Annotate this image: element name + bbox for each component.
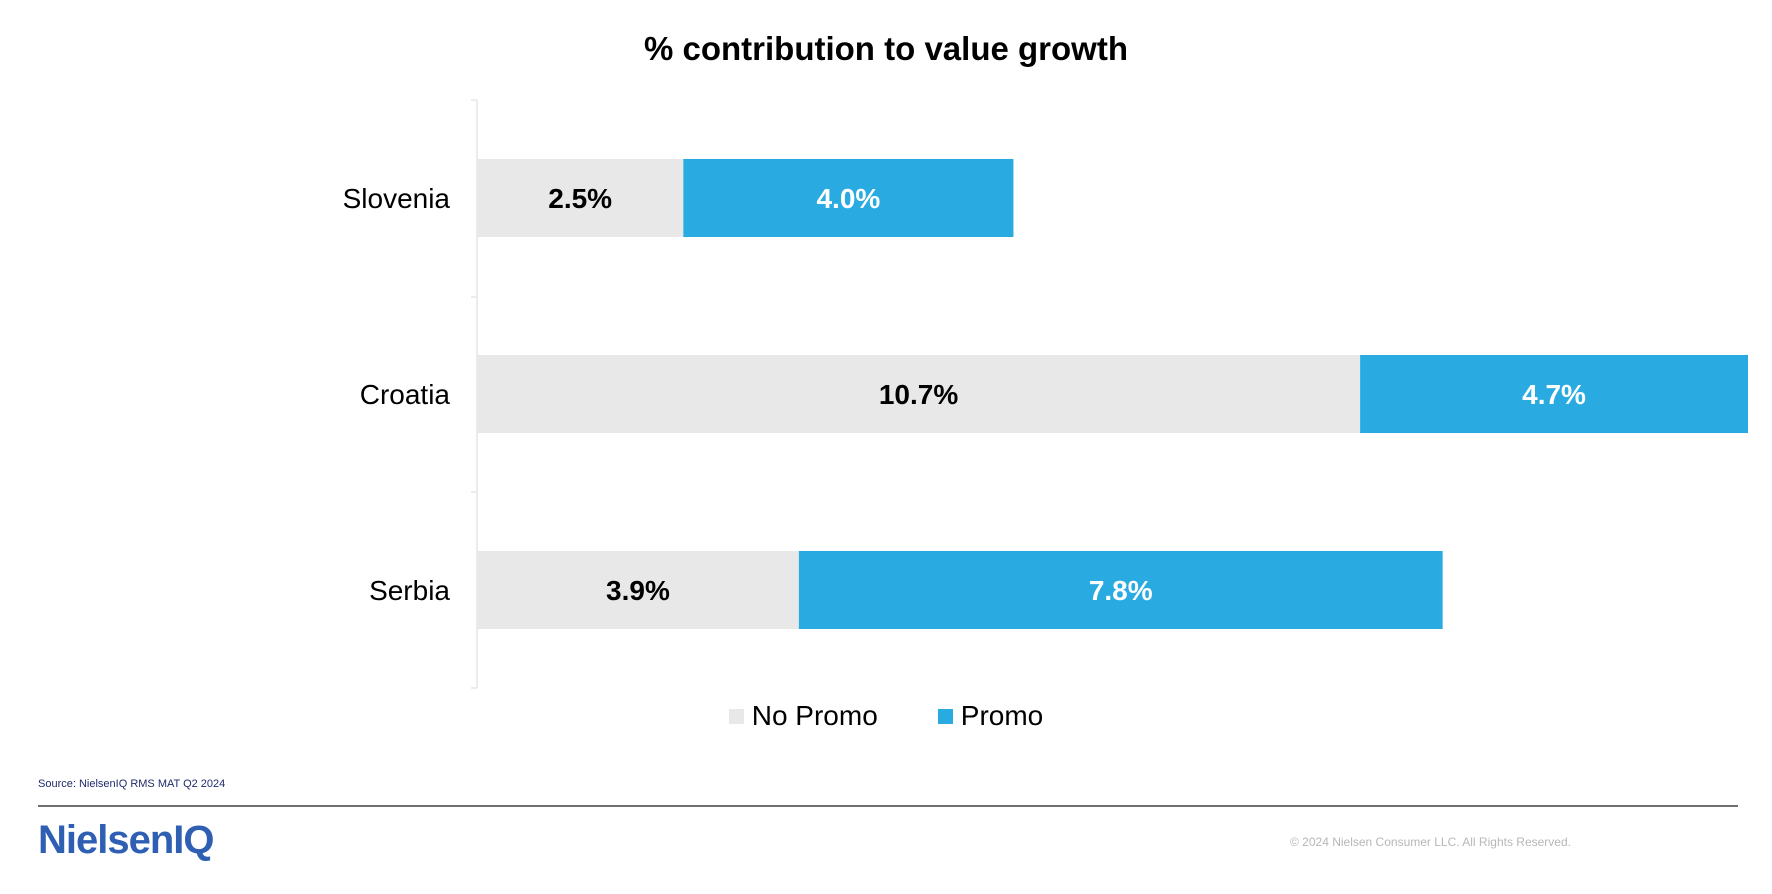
- data-label: 7.8%: [1089, 575, 1153, 606]
- legend-swatch-no-promo: [728, 708, 744, 724]
- legend-label-promo: Promo: [960, 700, 1044, 731]
- legend-label-no-promo: No Promo: [751, 700, 878, 731]
- category-label: Croatia: [360, 379, 451, 410]
- category-label: Slovenia: [343, 183, 451, 214]
- data-label: 2.5%: [548, 183, 612, 214]
- legend-item-promo: Promo: [937, 700, 1044, 732]
- category-label: Serbia: [369, 575, 450, 606]
- bar-chart: Slovenia 2.5% 4.0% Croatia 10.7% 4.7% Serbia 3.…: [343, 99, 1748, 689]
- bar-no-promo: [477, 159, 684, 237]
- bar-promo: [683, 159, 1014, 237]
- chart-title: % contribution to value growth: [644, 30, 1128, 67]
- data-label: 4.7%: [1522, 379, 1586, 410]
- legend-swatch-promo: [937, 708, 953, 724]
- bar-no-promo: [477, 355, 1361, 433]
- bar-no-promo: [477, 551, 799, 629]
- bar-promo: [798, 551, 1443, 629]
- nielseniq-logo: NielsenIQ: [38, 818, 215, 862]
- data-label: 3.9%: [606, 575, 670, 606]
- footer-divider: [38, 805, 1738, 807]
- copyright-note: © 2024 Nielsen Consumer LLC. All Rights …: [1290, 835, 1571, 849]
- data-label: 4.0%: [816, 183, 880, 214]
- legend: No Promo Promo: [0, 700, 1772, 732]
- legend-item-no-promo: No Promo: [728, 700, 878, 732]
- source-note: Source: NielsenIQ RMS MAT Q2 2024: [38, 778, 226, 790]
- bar-promo: [1360, 355, 1748, 433]
- data-label: 10.7%: [879, 379, 958, 410]
